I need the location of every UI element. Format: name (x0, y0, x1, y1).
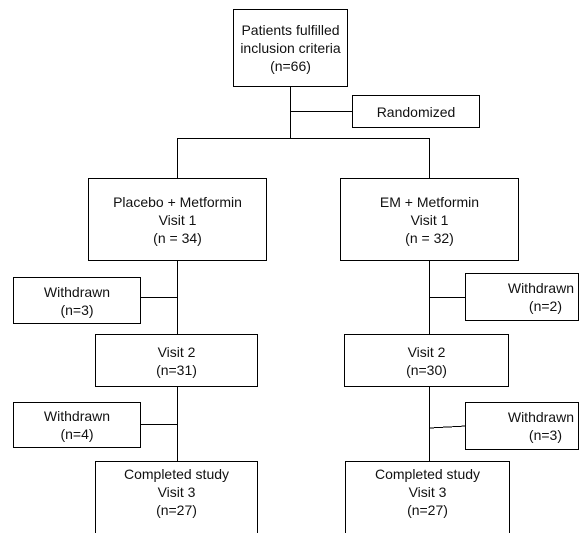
em-visit1-line3: (n = 32) (405, 229, 454, 246)
em-withdrawn1-line1: Withdrawn (507, 280, 574, 296)
placebo-completed-line3: (n=27) (156, 502, 197, 518)
em-withdrawn2-line1: Withdrawn (507, 409, 574, 425)
em-visit2-box: Visit 2 (n=30) (344, 334, 509, 387)
enrollment-line1: Patients fulfilled (241, 22, 340, 38)
randomized-label: Randomized (376, 103, 456, 120)
placebo-visit1-line3: (n = 34) (153, 229, 202, 246)
placebo-withdrawn1-box: Withdrawn (n=3) (13, 277, 141, 324)
em-withdrawn2-line2: (n=3) (528, 427, 562, 443)
em-visit2-line1: Visit 2 (407, 343, 446, 360)
placebo-completed-box: Completed study Visit 3 (n=27) (95, 461, 258, 533)
em-visit2-line2: (n=30) (406, 361, 447, 378)
enrollment-box: Patients fulfilled inclusion criteria (n… (233, 9, 348, 87)
placebo-visit1-box: Placebo + Metformin Visit 1 (n = 34) (88, 178, 267, 261)
placebo-withdrawn2-box: Withdrawn (n=4) (13, 402, 141, 448)
em-completed-line2: Visit 3 (408, 484, 447, 500)
em-withdrawn1-line2: (n=2) (528, 298, 562, 314)
randomized-box: Randomized (352, 95, 480, 128)
em-visit1-line1: EM + Metformin (379, 193, 480, 210)
placebo-withdrawn2-line1: Withdrawn (43, 408, 111, 424)
placebo-withdrawn1-line1: Withdrawn (43, 283, 111, 300)
placebo-withdrawn2-line2: (n=4) (60, 426, 94, 442)
placebo-completed-line2: Visit 3 (157, 484, 196, 500)
em-withdrawn2-box: Withdrawn (n=3) (465, 402, 579, 450)
em-completed-line3: (n=27) (407, 502, 448, 518)
enrollment-line3: (n=66) (270, 58, 311, 74)
placebo-withdrawn1-line2: (n=3) (60, 301, 94, 318)
placebo-visit2-line2: (n=31) (156, 361, 197, 378)
placebo-completed-line1: Completed study (123, 466, 230, 482)
placebo-visit1-line2: Visit 1 (158, 211, 197, 228)
em-completed-line1: Completed study (374, 466, 481, 482)
em-visit1-line2: Visit 1 (410, 211, 449, 228)
em-visit1-box: EM + Metformin Visit 1 (n = 32) (340, 178, 519, 261)
placebo-visit2-box: Visit 2 (n=31) (95, 334, 258, 387)
connector-em-withdrawn2 (429, 425, 467, 429)
placebo-visit1-line1: Placebo + Metformin (113, 193, 242, 210)
em-withdrawn1-box: Withdrawn (n=2) (465, 273, 579, 321)
em-completed-box: Completed study Visit 3 (n=27) (345, 461, 510, 533)
enrollment-line2: inclusion criteria (240, 40, 341, 56)
placebo-visit2-line1: Visit 2 (157, 343, 196, 360)
